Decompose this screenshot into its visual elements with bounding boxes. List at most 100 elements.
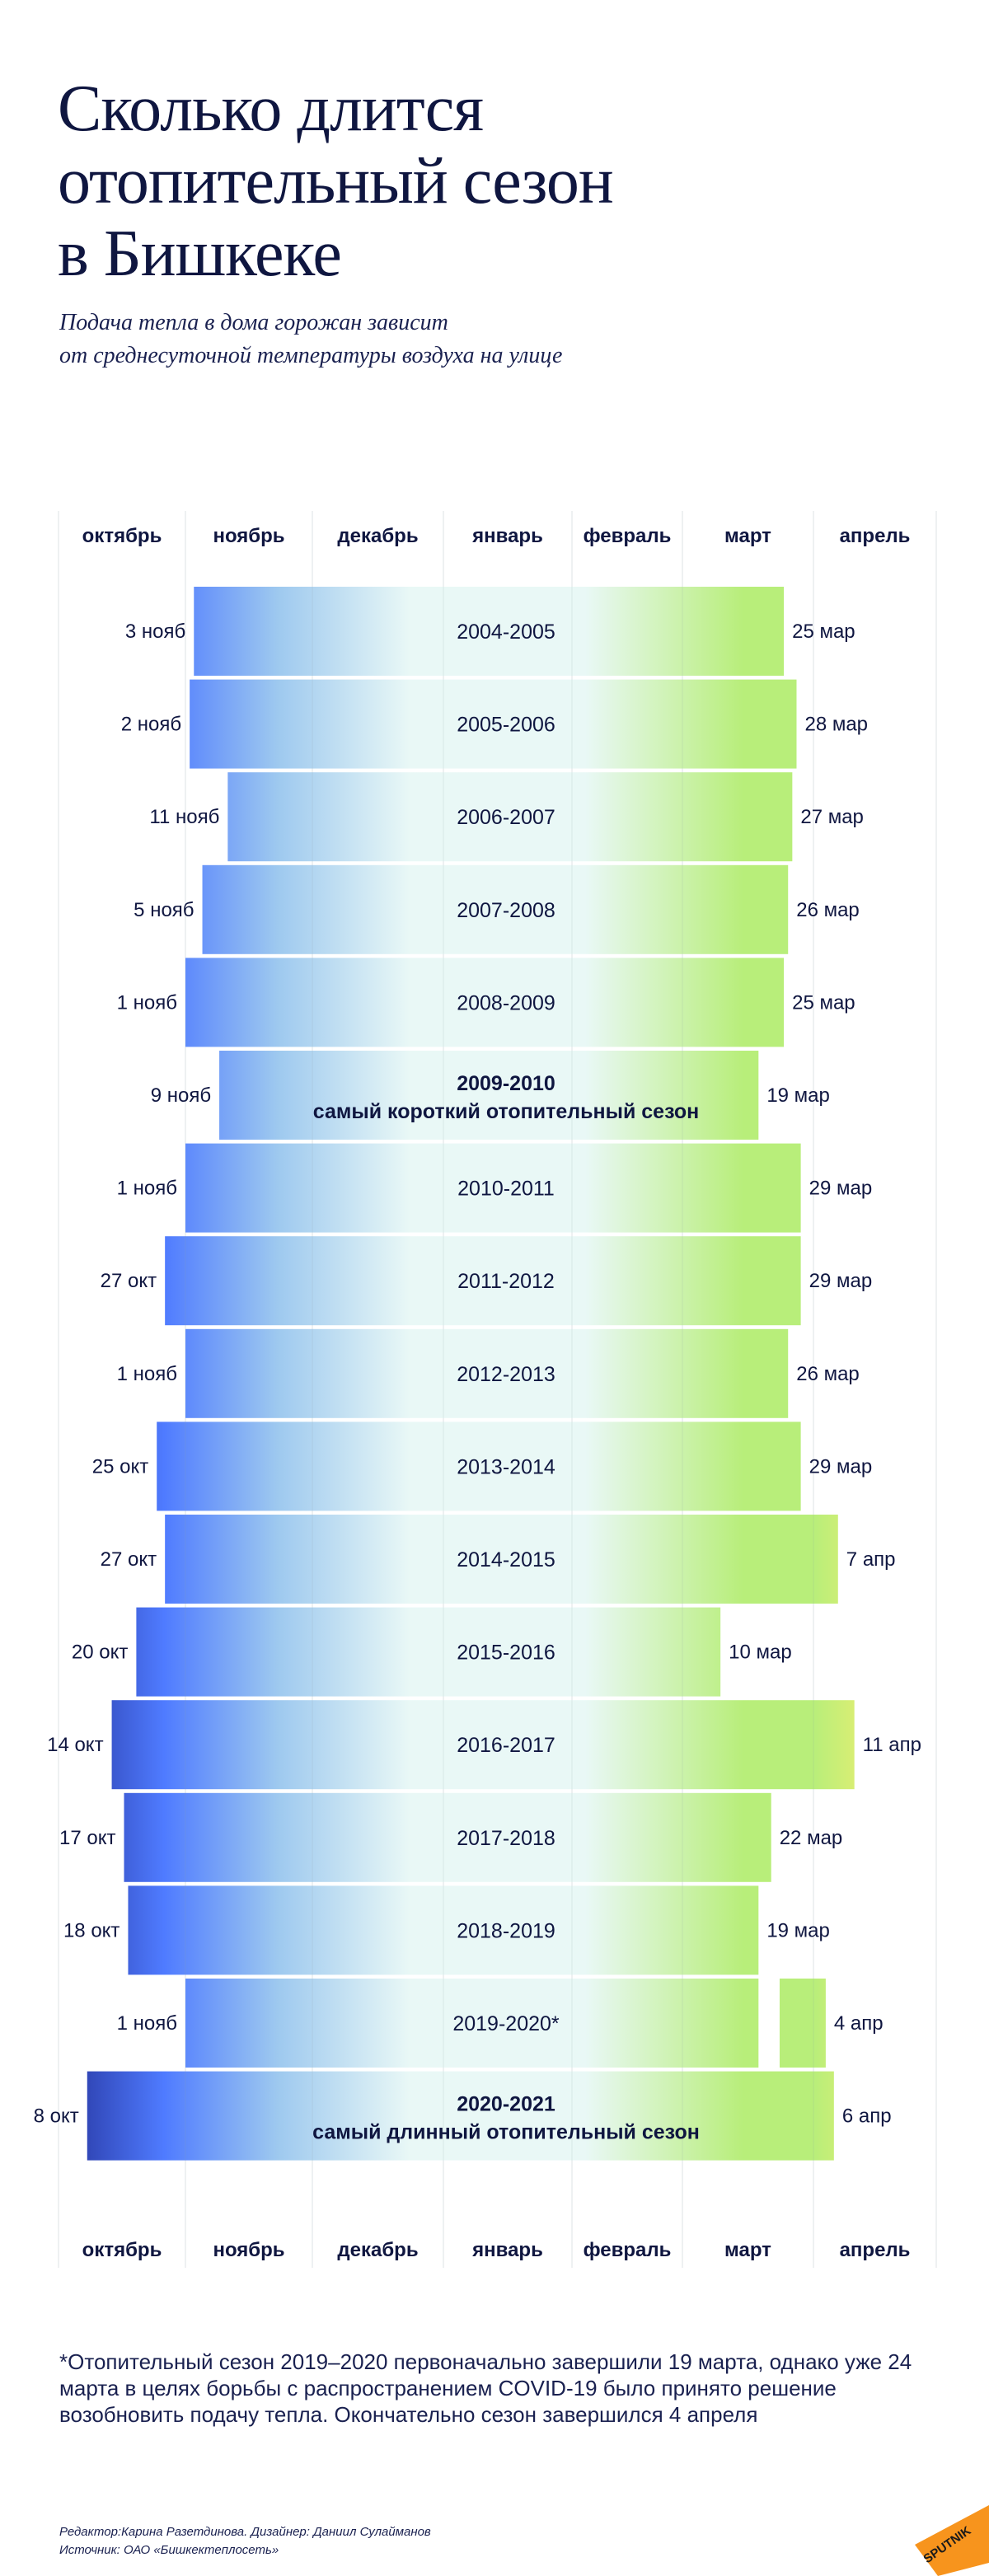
month-tick-label: апрель — [840, 2239, 911, 2261]
month-tick-label: февраль — [584, 525, 672, 547]
source-credit: Источник: ОАО «Бишкектеплосеть» — [59, 2543, 279, 2557]
season-label: 2008-2009 — [457, 991, 555, 1014]
start-date-label: 9 нояб — [151, 1084, 211, 1107]
season-row: 8 окт 6 апр 2020-2021 самый длинный отопите… — [34, 2071, 892, 2161]
month-tick-label: октябрь — [82, 525, 162, 547]
season-label: 2007-2008 — [457, 899, 555, 922]
season-row: 11 нояб 27 мар 2006-2007 — [149, 772, 864, 862]
season-label: 2009-2010 — [457, 1072, 555, 1095]
start-date-label: 1 нояб — [117, 1363, 177, 1385]
credits: Редактор:Карина Разетдинова. Дизайнер: Д… — [59, 2523, 431, 2560]
title-line: Сколько длится — [58, 73, 484, 145]
season-row: 20 окт 10 мар 2015-2016 — [72, 1607, 792, 1697]
season-row: 1 нояб 26 мар 2012-2013 — [117, 1328, 860, 1418]
season-label: 2018-2019 — [457, 1919, 555, 1942]
end-date-label: 19 мар — [766, 1919, 830, 1941]
season-bar — [165, 1515, 838, 1604]
season-row: 1 нояб 29 мар 2010-2011 — [117, 1143, 873, 1233]
start-date-label: 27 окт — [101, 1270, 157, 1292]
season-bar — [185, 1143, 801, 1233]
month-tick-label: январь — [471, 525, 543, 547]
season-bar — [165, 1236, 801, 1326]
month-tick-label: апрель — [840, 525, 911, 547]
season-row: 27 окт 29 мар 2011-2012 — [101, 1236, 873, 1326]
season-row: 1 нояб 4 апр 2019-2020* — [117, 1979, 884, 2068]
season-label: 2020-2021 — [457, 2093, 555, 2116]
subtitle: Подача тепла в дома горожан зависит от с… — [59, 307, 562, 372]
end-date-label: 28 мар — [804, 714, 868, 736]
end-date-label: 6 апр — [842, 2105, 892, 2128]
season-label: 2011-2012 — [457, 1270, 555, 1293]
end-date-label: 29 мар — [809, 1455, 873, 1478]
end-date-label: 4 апр — [834, 2012, 884, 2035]
season-label: 2012-2013 — [457, 1363, 555, 1386]
month-labels-top: октябрь ноябрь декабрь январь февраль март апр… — [82, 525, 911, 547]
season-bar — [202, 864, 789, 954]
month-tick-label: декабрь — [337, 2239, 418, 2261]
title-line: отопительный сезон — [58, 145, 614, 218]
sputnik-logo: SPUTNIK — [915, 2505, 989, 2576]
season-bar — [190, 679, 797, 769]
end-date-label: 10 мар — [729, 1642, 792, 1664]
season-bar — [111, 1700, 855, 1790]
start-date-label: 1 нояб — [117, 991, 177, 1014]
month-labels-bottom: октябрь ноябрь декабрь январь февраль март апр… — [82, 2239, 911, 2261]
start-date-label: 3 нояб — [125, 621, 185, 643]
month-tick-label: ноябрь — [213, 2239, 284, 2261]
end-date-label: 26 мар — [796, 1363, 860, 1385]
season-row: 14 окт 11 апр 2016-2017 — [47, 1700, 921, 1790]
season-row: 18 окт 19 мар 2018-2019 — [63, 1885, 830, 1975]
month-tick-label: февраль — [584, 2239, 672, 2261]
season-row: 25 окт 29 мар 2013-2014 — [92, 1421, 873, 1511]
season-bars: 3 нояб 25 мар 2004-2005 2 нояб 28 мар 2005-20… — [34, 587, 921, 2161]
end-date-label: 7 апр — [846, 1548, 896, 1571]
start-date-label: 1 нояб — [117, 2012, 177, 2035]
heating-season-chart: октябрь ноябрь декабрь январь февраль март апр… — [34, 511, 937, 2268]
start-date-label: 11 нояб — [149, 806, 219, 828]
end-date-label: 11 апр — [863, 1734, 921, 1756]
title-line: в Бишкеке — [58, 218, 342, 290]
end-date-label: 27 мар — [800, 806, 864, 828]
end-date-label: 19 мар — [766, 1084, 830, 1107]
start-date-label: 25 окт — [92, 1455, 148, 1478]
month-tick-label: март — [724, 525, 771, 547]
editor-credit: Редактор:Карина Разетдинова. Дизайнер: Д… — [59, 2525, 431, 2539]
season-label: 2016-2017 — [457, 1734, 555, 1757]
subtitle-line: от среднесуточной температуры воздуха на… — [59, 343, 563, 368]
season-row: 1 нояб 25 мар 2008-2009 — [117, 958, 855, 1047]
season-bar — [185, 1979, 759, 2068]
season-row: 2 нояб 28 мар 2005-2006 — [121, 679, 868, 769]
season-label: 2004-2005 — [457, 621, 555, 644]
season-bar — [185, 958, 785, 1047]
start-date-label: 14 окт — [47, 1734, 103, 1756]
season-row: 3 нояб 25 мар 2004-2005 — [125, 587, 855, 676]
month-tick-label: ноябрь — [213, 525, 284, 547]
end-date-label: 26 мар — [796, 899, 860, 921]
season-bar — [185, 1328, 789, 1418]
start-date-label: 17 окт — [59, 1827, 115, 1849]
start-date-label: 2 нояб — [121, 714, 181, 736]
footnote: *Отопительный сезон 2019–2020 первоначал… — [59, 2349, 912, 2427]
season-label: 2006-2007 — [457, 806, 555, 829]
season-note: самый длинный отопительный сезон — [312, 2121, 700, 2144]
month-tick-label: октябрь — [82, 2239, 162, 2261]
subtitle-line: Подача тепла в дома горожан зависит — [59, 310, 448, 335]
season-bar — [194, 587, 785, 676]
start-date-label: 27 окт — [101, 1548, 157, 1571]
season-bar — [157, 1421, 801, 1511]
start-date-label: 5 нояб — [134, 899, 194, 921]
season-bar — [124, 1792, 771, 1882]
end-date-label: 25 мар — [792, 991, 855, 1014]
season-label: 2017-2018 — [457, 1827, 555, 1850]
season-bar — [136, 1607, 721, 1697]
season-label: 2014-2015 — [457, 1548, 555, 1571]
season-bar — [87, 2071, 834, 2161]
season-note: самый короткий отопительный сезон — [313, 1100, 700, 1123]
month-tick-label: декабрь — [337, 525, 418, 547]
start-date-label: 20 окт — [72, 1642, 128, 1664]
season-label: 2019-2020* — [452, 2012, 560, 2035]
season-row: 5 нояб 26 мар 2007-2008 — [134, 864, 860, 954]
season-bar-resumed — [779, 1979, 826, 2068]
end-date-label: 29 мар — [809, 1270, 873, 1292]
end-date-label: 29 мар — [809, 1178, 873, 1200]
